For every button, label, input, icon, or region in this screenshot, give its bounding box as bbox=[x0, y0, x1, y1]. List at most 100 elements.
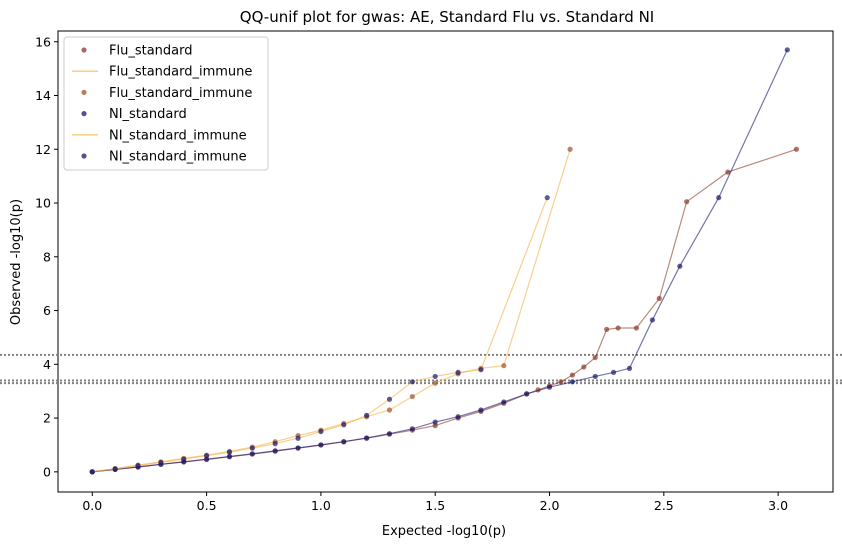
y-tick-label: 6 bbox=[43, 303, 51, 318]
y-tick-label: 10 bbox=[35, 196, 51, 211]
data-point bbox=[409, 393, 415, 400]
data-point bbox=[626, 365, 633, 371]
x-axis-ticks: 0.0 0.5 1.0 1.5 2.0 2.5 3.0 bbox=[82, 492, 788, 513]
series-ni-standard-immune bbox=[89, 195, 550, 475]
data-point bbox=[364, 435, 370, 441]
data-point bbox=[581, 364, 587, 370]
data-point bbox=[295, 435, 301, 441]
x-tick: 1.5 bbox=[425, 492, 445, 513]
plot-area: 0.0 0.5 1.0 1.5 2.0 2.5 3.0 0 2 4 6 8 10 12 14 16 bbox=[0, 30, 842, 513]
data-point bbox=[633, 325, 639, 331]
legend-item: Flu_standard bbox=[81, 44, 193, 59]
plot-frame bbox=[57, 30, 834, 493]
y-tick-label: 12 bbox=[35, 142, 51, 157]
data-point bbox=[386, 407, 393, 413]
data-point bbox=[272, 448, 278, 454]
data-point bbox=[684, 199, 690, 205]
data-point bbox=[341, 439, 347, 445]
x-axis-label: Expected -log10(p) bbox=[382, 524, 506, 539]
y-tick: 12 bbox=[35, 142, 58, 157]
x-tick-label: 1.0 bbox=[311, 498, 331, 513]
data-point bbox=[478, 407, 484, 413]
y-tick: 2 bbox=[43, 411, 58, 426]
data-point bbox=[409, 379, 415, 385]
x-tick-label: 3.0 bbox=[768, 498, 788, 513]
legend-label: NI_standard bbox=[109, 107, 187, 122]
legend-label: Flu_standard_immune bbox=[109, 65, 252, 80]
data-point bbox=[725, 169, 731, 175]
legend-marker-swatch bbox=[81, 89, 87, 95]
data-point bbox=[409, 426, 415, 432]
data-point bbox=[544, 195, 550, 201]
y-tick-label: 2 bbox=[43, 411, 51, 426]
x-tick: 2.0 bbox=[540, 492, 560, 513]
y-tick: 16 bbox=[35, 34, 58, 49]
data-point bbox=[432, 380, 438, 386]
series-line bbox=[92, 149, 571, 473]
legend-marker-swatch bbox=[81, 111, 87, 117]
data-point bbox=[610, 369, 617, 375]
data-point bbox=[546, 384, 553, 390]
data-point bbox=[569, 379, 575, 385]
data-point bbox=[89, 469, 95, 475]
data-point bbox=[592, 354, 598, 361]
data-point bbox=[793, 146, 800, 152]
legend-item: NI_standard_immune bbox=[72, 128, 247, 143]
y-tick-label: 4 bbox=[43, 357, 51, 372]
y-tick: 6 bbox=[43, 303, 58, 318]
data-point bbox=[716, 195, 722, 201]
legend-marker-swatch bbox=[81, 153, 87, 159]
data-point bbox=[501, 399, 507, 405]
data-point bbox=[181, 456, 187, 462]
data-point bbox=[249, 451, 255, 457]
x-tick-label: 2.0 bbox=[540, 498, 560, 513]
data-point bbox=[569, 372, 575, 378]
x-tick: 0.0 bbox=[82, 492, 102, 513]
legend-frame bbox=[63, 36, 269, 171]
y-tick-label: 16 bbox=[35, 34, 51, 49]
y-tick: 14 bbox=[35, 88, 58, 103]
data-point bbox=[112, 466, 118, 472]
x-tick-label: 0.5 bbox=[197, 498, 217, 513]
data-point bbox=[135, 463, 141, 469]
data-point bbox=[567, 146, 573, 152]
y-axis-label: Observed -log10(p) bbox=[9, 199, 24, 325]
y-tick: 4 bbox=[43, 357, 58, 372]
data-point bbox=[226, 453, 233, 460]
data-point bbox=[295, 445, 301, 451]
x-tick: 2.5 bbox=[654, 492, 674, 513]
y-tick: 8 bbox=[43, 249, 58, 264]
data-point bbox=[784, 47, 790, 53]
y-tick-label: 0 bbox=[43, 464, 51, 479]
legend-label: NI_standard_immune bbox=[109, 128, 247, 143]
data-point bbox=[478, 367, 484, 373]
legend-item: NI_standard_immune bbox=[81, 150, 247, 165]
data-point bbox=[249, 445, 255, 451]
legend-label: Flu_standard bbox=[109, 44, 193, 59]
legend-label: NI_standard_immune bbox=[109, 150, 247, 165]
y-tick: 10 bbox=[35, 196, 58, 211]
data-point bbox=[455, 369, 461, 375]
legend-items: Flu_standard Flu_standard_immune Flu_stand… bbox=[72, 44, 252, 165]
data-point bbox=[615, 325, 621, 331]
data-point bbox=[318, 442, 324, 448]
data-point bbox=[501, 363, 507, 369]
series-flu-standard-immune bbox=[89, 146, 573, 475]
data-point bbox=[656, 295, 662, 302]
y-tick: 0 bbox=[43, 464, 58, 479]
chart-title: QQ-unif plot for gwas: AE, Standard Flu … bbox=[240, 8, 654, 26]
legend-item: Flu_standard_immune bbox=[81, 86, 252, 101]
x-tick: 0.5 bbox=[197, 492, 217, 513]
data-point bbox=[341, 422, 347, 428]
legend-item: Flu_standard_immune bbox=[72, 65, 252, 80]
data-point bbox=[226, 449, 233, 455]
threshold-lines bbox=[0, 353, 842, 385]
y-tick-label: 8 bbox=[43, 249, 51, 264]
x-tick-label: 1.5 bbox=[425, 498, 445, 513]
x-tick: 1.0 bbox=[311, 492, 331, 513]
series-layer bbox=[89, 47, 800, 475]
data-point bbox=[386, 431, 393, 437]
data-point bbox=[558, 379, 564, 385]
data-point bbox=[592, 373, 598, 380]
